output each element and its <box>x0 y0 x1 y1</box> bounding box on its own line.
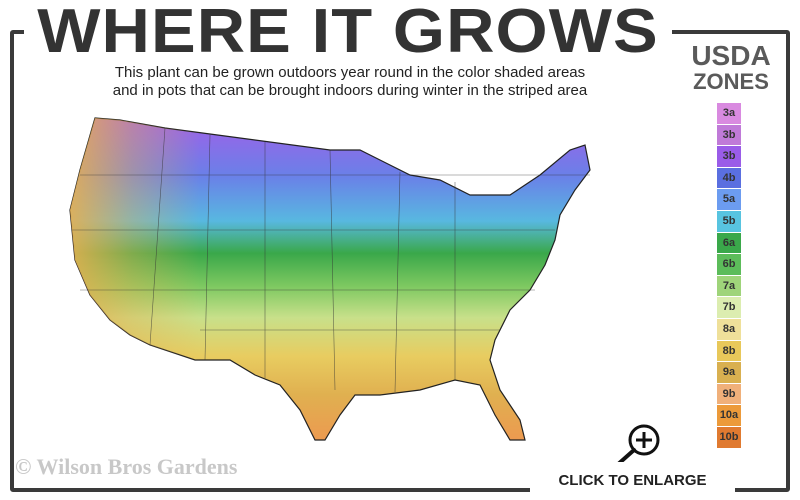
legend-zone-10a: 10a <box>717 405 741 426</box>
legend-zone-3b: 3b <box>717 146 741 167</box>
legend-zone-3b: 3b <box>717 124 741 146</box>
legend-zone-9b: 9b <box>717 383 741 405</box>
legend-zone-6b: 6b <box>717 254 741 275</box>
legend-zone-8b: 8b <box>717 340 741 362</box>
legend-zone-7b: 7b <box>717 297 741 318</box>
legend-zone-10b: 10b <box>717 426 741 448</box>
us-outline <box>69 117 591 441</box>
legend-zone-3a: 3a <box>717 103 741 124</box>
zoom-in-magnifier-icon[interactable] <box>608 422 668 470</box>
legend-zone-4b: 4b <box>717 167 741 189</box>
legend-zone-6a: 6a <box>717 232 741 254</box>
legend-zone-9a: 9a <box>717 362 741 383</box>
legend-zone-7a: 7a <box>717 275 741 297</box>
subtitle-line-1: This plant can be grown outdoors year ro… <box>114 64 586 81</box>
click-to-enlarge-button[interactable]: CLICK TO ENLARGE <box>530 462 735 494</box>
legend-title-line-1: USDA <box>691 40 771 71</box>
legend-zone-5a: 5a <box>717 189 741 210</box>
legend-title: USDA ZONES <box>676 42 786 94</box>
legend-zone-5b: 5b <box>717 210 741 232</box>
subtitle: This plant can be grown outdoors year ro… <box>40 64 660 100</box>
legend-title-line-2: ZONES <box>693 69 769 94</box>
usda-zone-map[interactable] <box>60 100 600 450</box>
subtitle-line-2: and in pots that can be brought indoors … <box>112 82 588 99</box>
zone-legend: 3a 3b 3b 4b 5a 5b 6a 6b 7a 7b 8a 8b 9a 9b 10a 10b <box>717 103 741 449</box>
copyright-watermark: © Wilson Bros Gardens <box>15 454 238 479</box>
page-title: WHERE IT GROWS <box>24 0 672 64</box>
legend-zone-8a: 8a <box>717 318 741 340</box>
